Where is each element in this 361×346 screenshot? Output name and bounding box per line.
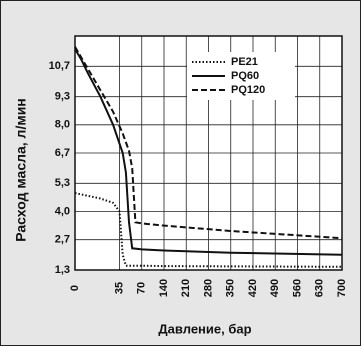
x-tick-label: 350: [225, 279, 237, 297]
y-tick-label: 2,7: [55, 234, 70, 246]
y-axis-title: Расход масла, л/мин: [13, 98, 29, 242]
series-line: [74, 48, 343, 256]
y-tick-label: 10,7: [49, 60, 70, 72]
x-tick-label: 560: [291, 279, 303, 297]
legend-label: PE21: [231, 56, 258, 68]
y-tick-label: 6,7: [55, 147, 70, 159]
x-tick-label: 35: [113, 282, 125, 294]
x-tick-label: 280: [202, 279, 214, 297]
plot-border: [74, 35, 343, 271]
y-tick-label: 5,3: [55, 177, 70, 189]
y-tick-label: 8,0: [55, 119, 70, 131]
x-tick-label: 0: [69, 285, 81, 291]
x-tick-label: 70: [136, 282, 148, 294]
x-tick-label: 420: [247, 279, 259, 297]
legend-label: PQ120: [231, 84, 265, 96]
x-tick-label: 700: [336, 279, 348, 297]
y-tick-label: 1,3: [55, 264, 70, 276]
x-tick-label: 210: [180, 279, 192, 297]
series-line: [74, 46, 343, 240]
x-axis-title: Давление, бар: [158, 321, 251, 336]
x-tick-label: 630: [314, 279, 326, 297]
legend-label: PQ60: [231, 70, 259, 82]
y-tick-label: 4,0: [55, 205, 70, 217]
y-tick-label: 9,3: [55, 91, 70, 103]
x-tick-label: 140: [158, 279, 170, 297]
x-tick-label: 490: [269, 279, 281, 297]
